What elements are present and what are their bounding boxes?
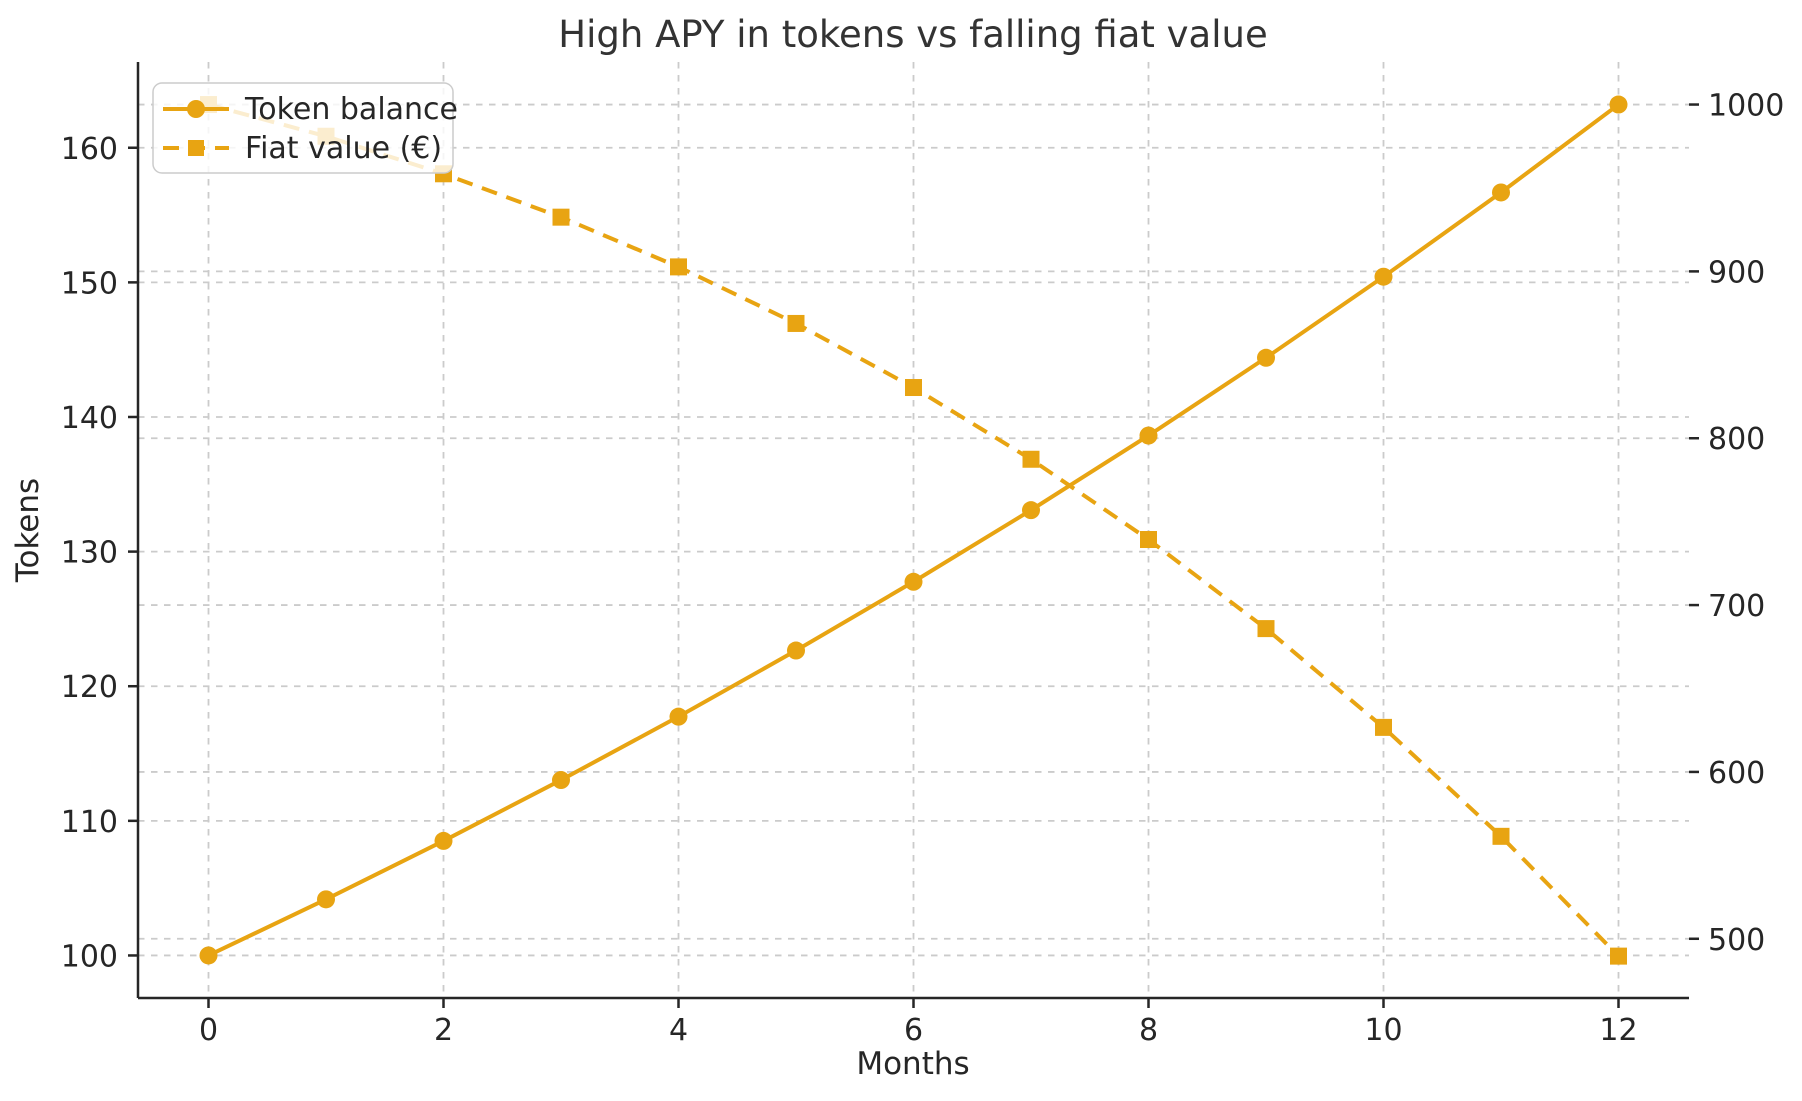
right-tick-label: 700 [1708,589,1765,624]
x-tick-label: 8 [1139,1013,1158,1048]
data-point-token-balance [199,946,218,965]
legend-box [152,82,454,174]
y-axis-label-left: Tokens [10,478,46,583]
data-point-fiat-value [1610,947,1627,965]
x-tick-label: 4 [669,1013,688,1048]
data-point-fiat-value [552,208,570,226]
data-point-token-balance [1257,348,1275,367]
x-tick-label: 0 [199,1013,218,1048]
left-tick-label: 150 [61,266,118,301]
axes-layer: 0 2 4 6 8 10 12 100 110 120 130 140 150 160 500 600 700 8… [61,62,1784,1048]
data-point-fiat-value [905,379,922,397]
x-axis-label: Months [856,1046,969,1082]
x-tick-label: 2 [434,1013,453,1048]
data-point-fiat-value [1492,827,1510,845]
data-point-token-balance [1374,267,1393,286]
fiat-value-marker-sample [188,140,204,156]
right-tick-label: 500 [1708,923,1765,958]
data-point-fiat-value [1140,531,1157,549]
data-point-fiat-value [670,258,687,276]
data-point-token-balance [787,641,805,660]
legend-item-token-balance: Token balance [163,92,458,127]
data-point-fiat-value [1375,718,1392,736]
data-point-token-balance [317,890,335,909]
chart-title: High APY in tokens vs falling fiat value [558,13,1267,56]
x-tick-label: 6 [904,1013,923,1048]
left-tick-label: 130 [61,536,118,571]
x-tick-label: 10 [1364,1013,1402,1048]
data-point-token-balance [1609,95,1628,114]
token-balance-marker-sample [187,100,205,118]
data-point-fiat-value [1257,620,1275,638]
legend-label-fiat-value: Fiat value (€) [245,131,442,166]
x-tick-label: 12 [1599,1013,1637,1048]
legend-item-fiat-value: Fiat value (€) [163,131,442,166]
data-point-token-balance [434,831,453,850]
data-point-token-balance [904,572,923,591]
data-point-fiat-value [787,314,805,332]
legend-label-token-balance: Token balance [244,92,458,127]
left-tick-label: 120 [61,670,118,705]
data-point-fiat-value [1022,450,1040,468]
grid-layer [138,62,1689,998]
right-tick-label: 800 [1708,422,1765,457]
data-point-token-balance [669,707,688,726]
left-tick-label: 160 [61,132,118,167]
data-point-token-balance [552,771,570,790]
data-point-token-balance [1139,426,1158,445]
left-tick-label: 110 [61,805,118,840]
left-tick-label: 140 [61,401,118,436]
right-tick-label: 900 [1708,255,1765,290]
right-tick-label: 1000 [1708,89,1784,124]
left-tick-label: 100 [61,939,118,974]
right-tick-label: 600 [1708,756,1765,791]
data-point-token-balance [1492,183,1510,202]
data-point-token-balance [1022,501,1040,520]
legend: Token balance Fiat value (€) [152,82,458,174]
